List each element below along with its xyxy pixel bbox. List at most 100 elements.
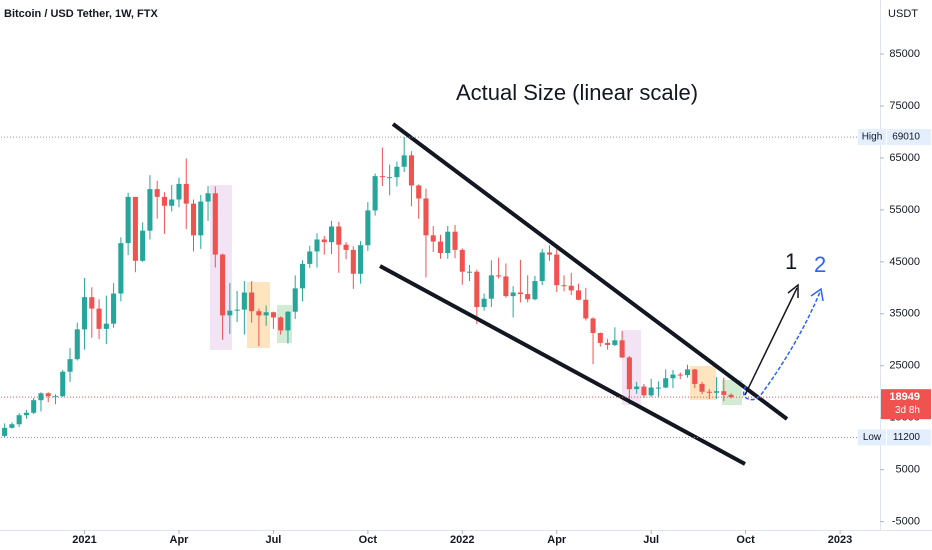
candle-body (532, 281, 538, 300)
candle-body (408, 155, 414, 186)
candle-body (510, 292, 516, 297)
candle-body (307, 251, 313, 264)
candle-body (430, 235, 436, 242)
candle-body (67, 359, 73, 372)
trend-line (379, 264, 746, 466)
scenario-label: 1 (785, 249, 797, 274)
x-tick-label: Oct (359, 534, 378, 546)
currency-unit: USDT (888, 8, 918, 20)
x-tick-label: Oct (736, 534, 755, 546)
candle-body (554, 254, 560, 286)
candle-body (597, 333, 603, 343)
candle-body (583, 299, 589, 319)
y-tick-label: 5000 (896, 464, 920, 476)
candle-body (546, 252, 553, 255)
drawings (379, 122, 824, 466)
high-label: High (862, 132, 883, 143)
candle-body (111, 293, 117, 324)
candle-body (684, 369, 691, 376)
candle-body (394, 166, 400, 178)
candle-body (81, 297, 88, 330)
x-tick-label: 2022 (450, 534, 474, 546)
y-tick-label: 55000 (889, 204, 920, 216)
candle-body (256, 311, 262, 316)
candle-body (2, 427, 8, 436)
candle-body (118, 243, 124, 294)
candle-body (285, 311, 291, 331)
candle-body (205, 193, 211, 202)
candle-body (496, 275, 502, 277)
countdown: 3d 8h (895, 405, 920, 416)
candle-body (336, 226, 342, 245)
candle-body (96, 308, 102, 329)
candle-body (561, 285, 567, 287)
candle-body (372, 176, 378, 211)
candle-body (590, 318, 596, 334)
candle-body (241, 292, 247, 310)
candle-body (677, 374, 683, 376)
y-tick-label: 85000 (889, 48, 920, 60)
candle-body (619, 340, 625, 358)
low-label: Low (863, 432, 882, 443)
high-value-box (887, 129, 931, 146)
candle-body (539, 252, 545, 282)
candle-body (401, 155, 407, 167)
candle-body (481, 298, 487, 308)
candle-body (74, 329, 80, 360)
candle-body (220, 254, 226, 316)
candle-body (612, 340, 618, 345)
candle-body (706, 391, 712, 393)
candle-body (147, 189, 153, 231)
y-tick-label: -5000 (892, 516, 920, 528)
candle-body (234, 309, 240, 311)
candle-body (488, 275, 494, 299)
candle-body (423, 198, 429, 236)
candle-body (125, 196, 131, 244)
arrow-head (787, 283, 799, 298)
candle-body (655, 387, 661, 389)
candle-body (525, 294, 531, 300)
x-tick-label: 2023 (828, 534, 852, 546)
highlight-box (722, 380, 742, 405)
candle-body (503, 276, 509, 297)
candle-body (270, 312, 276, 318)
candle-body (350, 249, 356, 274)
candle-body (89, 297, 95, 309)
candle-body (132, 196, 138, 261)
candle-body (16, 415, 22, 425)
y-tick-label: 35000 (889, 308, 920, 320)
arrow (744, 287, 798, 396)
candle-body (692, 369, 698, 384)
candle-body (103, 323, 109, 329)
candle-body (140, 230, 146, 261)
x-tick-label: Apr (170, 534, 190, 546)
y-tick-label: 45000 (889, 256, 920, 268)
candle-body (60, 371, 66, 397)
candle-body (176, 183, 182, 200)
annotation: Actual Size (linear scale) (456, 80, 698, 105)
candle-body (23, 412, 29, 416)
candle-body (212, 193, 218, 255)
candle-body (299, 263, 306, 289)
candles (2, 137, 734, 438)
y-tick-label: 65000 (889, 152, 920, 164)
high-label-box (858, 129, 886, 146)
candle-body (714, 391, 720, 393)
candle-body (183, 183, 189, 204)
low-value: 11200 (893, 432, 921, 443)
candle-body (605, 342, 611, 345)
x-tick-label: Jul (643, 534, 659, 546)
candle-body (365, 210, 371, 246)
candle-body (641, 386, 647, 396)
y-tick-label: 25000 (889, 360, 920, 372)
last-price-label: 18949 (889, 391, 920, 403)
y-tick-label: 75000 (889, 100, 920, 112)
candle-body (52, 396, 59, 398)
candle-body (416, 185, 422, 199)
x-tick-label: 2021 (72, 534, 96, 546)
candle-body (387, 177, 393, 179)
last-price-box (881, 389, 931, 420)
candle-body (278, 317, 284, 331)
candle-body (358, 245, 364, 274)
